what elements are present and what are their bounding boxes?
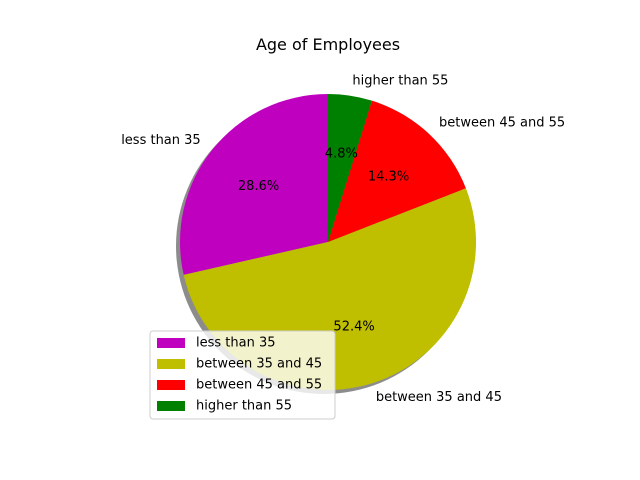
- slice-labels: less than 35 between 35 and 45 between 45 …: [121, 74, 565, 406]
- legend-swatch-between-35-and-45: [157, 359, 185, 369]
- chart-title: Age of Employees: [256, 35, 400, 54]
- percent-label-less-than-35: 28.6%: [238, 179, 279, 194]
- legend-frame: [149, 330, 336, 420]
- slice-label-between-35-and-45: between 35 and 45: [376, 390, 502, 405]
- legend-swatch-between-45-and-55: [157, 380, 185, 390]
- pie-slice-between-45-and-55: [328, 100, 466, 242]
- percent-labels: 28.6% 52.4% 14.3% 4.8%: [238, 147, 409, 335]
- slice-label-less-than-35: less than 35: [121, 133, 201, 148]
- percent-label-between-45-and-55: 14.3%: [368, 170, 409, 185]
- legend-label-between-45-and-55: between 45 and 55: [196, 378, 322, 393]
- pie-slice-less-than-35: [180, 94, 328, 275]
- legend-label-between-35-and-45: between 35 and 45: [196, 357, 322, 372]
- legend-swatch-less-than-35: [157, 338, 185, 348]
- legend-label-higher-than-55: higher than 55: [196, 399, 292, 414]
- legend-label-less-than-35: less than 35: [196, 336, 276, 351]
- legend: less than 35 between 35 and 45 between 45 …: [149, 330, 336, 420]
- percent-label-between-35-and-45: 52.4%: [333, 319, 374, 334]
- legend-swatch-higher-than-55: [157, 401, 185, 411]
- slice-label-between-45-and-55: between 45 and 55: [439, 115, 565, 130]
- percent-label-higher-than-55: 4.8%: [325, 147, 358, 162]
- pie-slice-higher-than-55: [328, 94, 372, 242]
- slice-label-higher-than-55: higher than 55: [352, 74, 448, 89]
